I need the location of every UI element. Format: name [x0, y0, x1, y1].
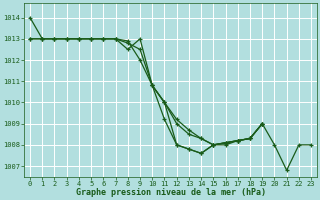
X-axis label: Graphe pression niveau de la mer (hPa): Graphe pression niveau de la mer (hPa)	[76, 188, 266, 197]
